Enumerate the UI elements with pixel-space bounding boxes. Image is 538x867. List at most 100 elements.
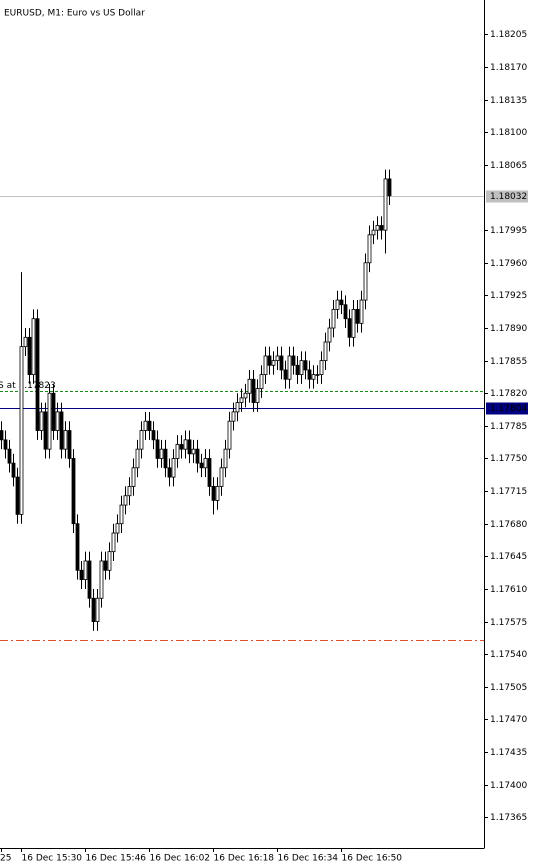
x-tick-label: 16 Dec 16:34 (278, 854, 339, 864)
candle-body (183, 439, 188, 450)
candle-body (187, 439, 192, 455)
candle-body (259, 374, 264, 389)
y-tick-label: 1.17855 (490, 357, 527, 367)
candle-body (23, 336, 28, 348)
price-tag (486, 190, 528, 203)
x-tick-label: 25 (0, 854, 11, 864)
candle-body (243, 392, 248, 399)
candle-body (311, 374, 316, 380)
candle-body (239, 397, 244, 403)
candle-body (11, 462, 16, 478)
x-tick-label: 16 Dec 16:50 (342, 854, 403, 864)
y-tick-label: 1.17925 (490, 291, 527, 301)
candle-body (83, 560, 88, 581)
candle-body (163, 448, 168, 469)
candle-body (51, 392, 56, 431)
y-tick-label: 1.17365 (490, 813, 527, 823)
candle-body (199, 462, 204, 469)
candle-body (143, 420, 148, 431)
candle-body (339, 299, 344, 306)
y-tick-label: 1.17470 (490, 715, 527, 725)
candle-body (295, 364, 300, 376)
candle-body (115, 523, 120, 534)
candle-body (31, 318, 36, 376)
candle-body (131, 467, 136, 487)
y-tick-label: 1.17505 (490, 683, 527, 693)
candle-body (75, 523, 80, 571)
chart-title: EURUSD, M1: Euro vs US Dollar (4, 9, 145, 19)
candle-body (283, 369, 288, 380)
candle-body (299, 360, 304, 376)
candle-body (379, 225, 384, 231)
candle-body (119, 504, 124, 525)
candle-body (63, 430, 68, 450)
candle-body (263, 355, 268, 376)
candle-body (355, 308, 360, 324)
candle-body (215, 486, 220, 501)
x-tick-label: 16 Dec 16:18 (214, 854, 275, 864)
candle-body (219, 467, 224, 487)
candle-body (139, 430, 144, 450)
candle-body (67, 430, 72, 459)
candle-body (335, 299, 340, 310)
y-tick-label: 1.17435 (490, 748, 527, 758)
y-tick-label: 1.17785 (490, 422, 527, 432)
y-tick-label: 1.17645 (490, 552, 527, 562)
candle-body (271, 360, 276, 366)
y-tick-label: 1.17960 (490, 259, 527, 269)
candle-body (359, 299, 364, 324)
candle-body (55, 411, 60, 431)
candle-body (303, 360, 308, 371)
candle-body (167, 467, 172, 478)
candle-body (19, 346, 24, 515)
candle-body (347, 318, 352, 338)
candle-body (371, 229, 376, 236)
candle-body (387, 178, 392, 197)
candle-body (123, 495, 128, 506)
candle-body (291, 355, 296, 366)
candle-body (99, 560, 104, 599)
candle-body (147, 420, 152, 431)
x-tick-label: 16 Dec 16:02 (150, 854, 211, 864)
candle-body (275, 355, 280, 362)
candle-body (95, 597, 100, 622)
candle-body (235, 402, 240, 413)
candle-body (111, 532, 116, 553)
y-tick-label: 1.17820 (490, 389, 527, 399)
candle-body (307, 369, 312, 380)
candle-body (323, 341, 328, 362)
y-tick-label: 1.17540 (490, 650, 527, 660)
candle-body (103, 560, 108, 571)
candle-body (135, 448, 140, 469)
candle-body (319, 360, 324, 376)
candle-body (159, 448, 164, 459)
y-tick-label: 1.17750 (490, 454, 527, 464)
candle-body (27, 336, 32, 376)
candle-body (0, 430, 4, 441)
candle-body (35, 318, 40, 431)
candle-body (15, 476, 20, 515)
price-tag (486, 402, 528, 415)
candle-body (59, 411, 64, 450)
y-tick-label: 1.18065 (490, 161, 527, 171)
candle-body (251, 378, 256, 403)
y-tick-label: 1.17575 (490, 618, 527, 628)
candle-body (211, 486, 216, 501)
candle-body (255, 388, 260, 403)
y-tick-label: 1.17890 (490, 324, 527, 334)
candle-body (175, 444, 180, 459)
candle-body (383, 178, 388, 231)
candle-body (203, 458, 208, 469)
candle-body (91, 597, 96, 622)
y-tick-label: 1.17995 (490, 226, 527, 236)
candle-body (231, 411, 236, 422)
candle-body (43, 411, 48, 450)
price-tag-label: 1.18032 (490, 192, 527, 202)
x-tick-label: 16 Dec 15:30 (22, 854, 83, 864)
candle-body (3, 439, 8, 450)
y-tick-label: 1.18100 (490, 128, 527, 138)
candle-body (315, 374, 320, 376)
candle-body (47, 392, 52, 450)
